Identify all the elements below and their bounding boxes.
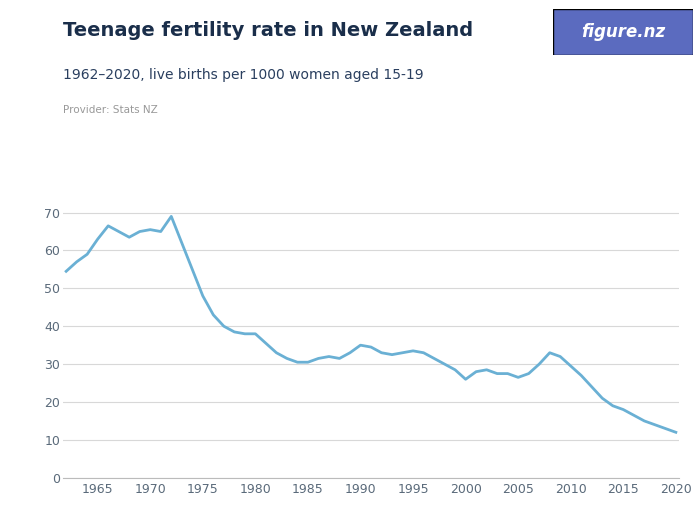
Text: figure.nz: figure.nz <box>581 23 665 41</box>
FancyBboxPatch shape <box>553 9 693 55</box>
Text: Teenage fertility rate in New Zealand: Teenage fertility rate in New Zealand <box>63 21 473 40</box>
Text: Provider: Stats NZ: Provider: Stats NZ <box>63 105 158 115</box>
Text: 1962–2020, live births per 1000 women aged 15-19: 1962–2020, live births per 1000 women ag… <box>63 68 424 82</box>
